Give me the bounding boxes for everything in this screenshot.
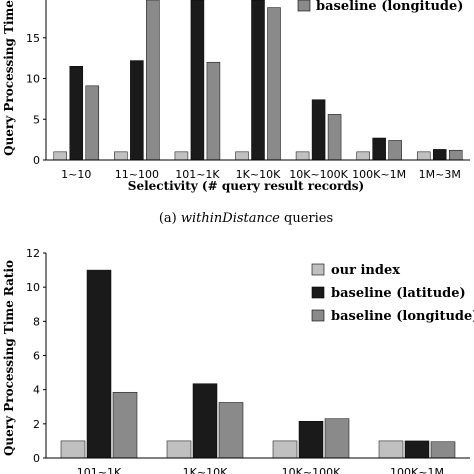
y-axis-title: Query Processing Time (2, 0, 16, 156)
legend-swatch-baseline-latitude (311, 286, 325, 299)
bar-1k-10k-series-1 (235, 151, 249, 161)
bar-100k-1m-series-3 (430, 441, 456, 459)
y-tick-label: 10 (26, 73, 40, 86)
x-tick-label: 101~1K (175, 168, 220, 181)
y-tick-label: 15 (26, 32, 40, 45)
legend-label-baseline-longitude: baseline (longitude) (316, 0, 463, 14)
bar-10k-100k-series-1 (272, 440, 298, 459)
caption-label: (a) (159, 211, 177, 226)
y-tick-label: 0 (33, 452, 40, 465)
y-tick-label: 8 (33, 315, 40, 328)
bar-1m-3m-series-2 (432, 149, 447, 161)
y-tick-label: 2 (33, 418, 40, 431)
legend: baseline (longitude) (297, 0, 463, 14)
bar-1-10-series-3 (85, 85, 100, 161)
x-tick-label: 1M~3M (419, 168, 461, 181)
y-tick-label: 0 (33, 154, 40, 167)
bar-group (53, 0, 463, 161)
x-tick-label: 100K~1M (352, 168, 406, 181)
x-tick-label: 10K~100K (282, 466, 341, 474)
x-tick-label: 1~10 (61, 168, 91, 181)
bar-1k-10k-series-3 (218, 402, 244, 459)
bar-101-1k-series-1 (174, 151, 189, 161)
bar-1-10-series-1 (53, 151, 68, 161)
legend-swatch-our-index (311, 263, 325, 276)
y-tick-label: 6 (33, 350, 40, 363)
bar-100k-1m-series-2 (372, 137, 386, 161)
bar-10k-100k-series-2 (311, 99, 326, 161)
bar-1m-3m-series-1 (416, 151, 431, 161)
legend-label-baseline-longitude: baseline (longitude) (331, 309, 474, 324)
legend-swatch-baseline-longitude (311, 309, 325, 322)
bar-1k-10k-series-3 (267, 7, 281, 161)
bar-10k-100k-series-2 (298, 421, 324, 459)
legend-swatch-baseline-longitude (297, 0, 311, 12)
bar-101-1k-series-2 (86, 269, 112, 459)
bar-1k-10k-series-1 (166, 440, 192, 459)
chart-ratio: Query Processing Time Ratio 0 2 4 6 8 10 12 10… (2, 247, 474, 474)
bar-11-100-series-1 (114, 151, 128, 161)
bar-101-1k-series-3 (112, 391, 138, 459)
legend-label-baseline-latitude: baseline (latitude) (331, 286, 466, 301)
bar-1m-3m-series-3 (448, 149, 463, 161)
y-tick-label: 12 (26, 247, 40, 260)
bar-101-1k-series-1 (60, 440, 86, 459)
x-axis-title: Selectivity (# query result records) (128, 179, 364, 193)
legend-label-our-index: our index (331, 263, 400, 278)
bar-100k-1m-series-1 (356, 151, 370, 161)
y-axis-ticks: 0 5 10 15 (26, 32, 46, 167)
x-tick-label: 10K~100K (289, 168, 348, 181)
y-tick-label: 10 (26, 281, 40, 294)
bar-100k-1m-series-1 (378, 440, 404, 459)
y-tick-label: 5 (33, 113, 40, 126)
x-axis-ticks: 1~10 11~100 101~1K 1K~10K 10K~100K 100K~1M 1M~… (61, 168, 461, 181)
x-tick-label: 101~1K (77, 466, 122, 474)
bar-10k-100k-series-3 (327, 114, 342, 161)
x-tick-label: 1K~10K (236, 168, 281, 181)
x-tick-label: 1K~10K (183, 466, 228, 474)
bar-1k-10k-series-2 (192, 383, 218, 459)
bar-100k-1m-series-2 (404, 440, 430, 459)
bar-11-100-series-2 (130, 60, 144, 161)
bar-100k-1m-series-3 (388, 140, 402, 161)
x-tick-label: 11~100 (115, 168, 159, 181)
bar-101-1k-series-3 (206, 61, 221, 161)
bar-10k-100k-series-1 (295, 151, 310, 161)
bar-1k-10k-series-2 (251, 0, 265, 161)
caption-italic: withinDistance (181, 211, 280, 226)
legend: our index baseline (latitude) baseline (… (311, 263, 474, 324)
bar-group (60, 269, 456, 459)
x-axis-ticks: 101~1K 1K~10K 10K~100K 100K~1M (77, 466, 444, 474)
caption-rest: queries (280, 211, 333, 226)
chart-caption: (a) withinDistance queries (159, 211, 333, 226)
y-tick-label: 4 (33, 384, 40, 397)
bar-1-10-series-2 (69, 66, 84, 161)
x-tick-label: 100K~1M (390, 466, 444, 474)
y-axis-title: Query Processing Time Ratio (2, 260, 16, 456)
bar-10k-100k-series-3 (324, 418, 350, 459)
y-axis-ticks: 0 2 4 6 8 10 12 (26, 247, 46, 465)
bar-11-100-series-3 (146, 0, 160, 161)
bar-101-1k-series-2 (190, 0, 205, 161)
